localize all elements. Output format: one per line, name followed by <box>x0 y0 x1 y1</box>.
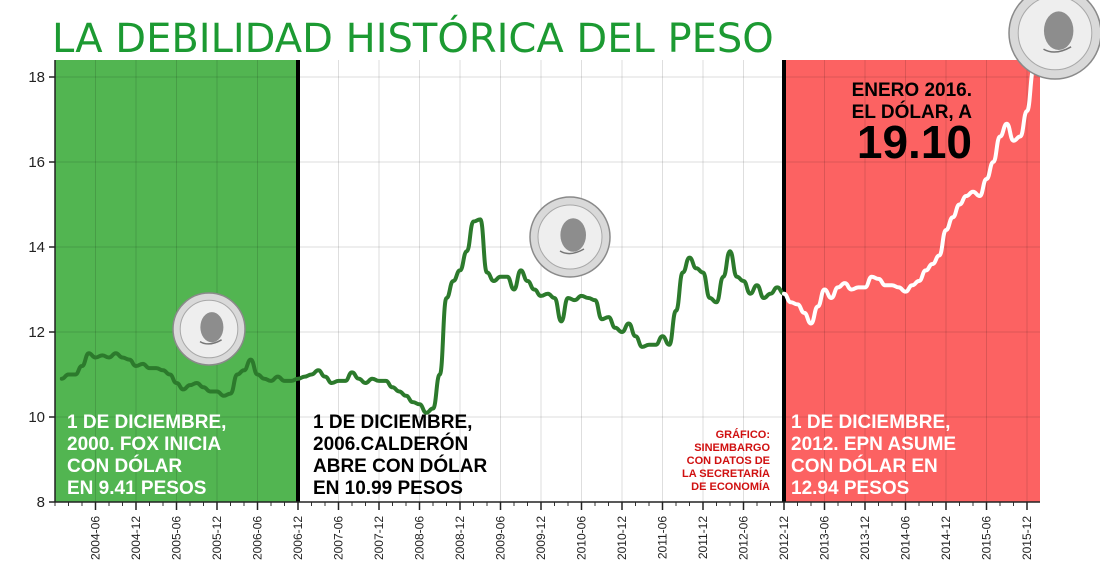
x-tick-label: 2004-12 <box>129 516 143 560</box>
period-band-2 <box>784 60 1040 502</box>
period-bands <box>55 60 1040 502</box>
series-line-1 <box>782 66 1036 326</box>
period-band-0 <box>55 60 298 502</box>
x-tick-label: 2015-06 <box>980 516 994 560</box>
x-tick-label: 2005-12 <box>210 516 224 560</box>
y-tick-label: 16 <box>28 154 45 171</box>
period-label-line: 1 DE DICIEMBRE, <box>313 412 472 433</box>
highlight-line: EL DÓLAR, A <box>852 101 973 123</box>
period-label-line: 1 DE DICIEMBRE, <box>791 412 950 433</box>
x-tick-label: 2006-06 <box>251 516 265 560</box>
period-label-line: ABRE CON DÓLAR <box>313 455 487 477</box>
coin-neck <box>1043 46 1072 53</box>
period-label-line: 12.94 PESOS <box>791 478 909 499</box>
x-axis: 2004-06 2004-12 2005-06 2005-12 2006-06 2006-… <box>55 501 1040 560</box>
coins <box>172 0 1100 366</box>
x-tick-label: 2013-06 <box>818 516 832 560</box>
y-tick-label: 8 <box>37 494 45 511</box>
x-tick-label: 2007-06 <box>332 516 346 560</box>
credit-line: SINEMBARGO <box>694 442 770 454</box>
x-tick-label: 2008-12 <box>453 516 467 560</box>
y-axis: 8 10 12 14 16 18 <box>28 60 56 511</box>
x-tick-label: 2005-06 <box>170 516 184 560</box>
x-tick-label: 2011-12 <box>696 516 710 559</box>
coin-portrait <box>1043 11 1074 51</box>
x-tick-label: 2012-12 <box>777 516 791 560</box>
x-tick-label: 2015-12 <box>1020 516 1034 560</box>
x-tick-label: 2009-06 <box>494 516 508 560</box>
coin-neck <box>199 339 222 345</box>
x-tick-label: 2010-12 <box>615 516 629 560</box>
period-label-line: CON DÓLAR EN <box>791 455 938 477</box>
x-tick-label: 2006-12 <box>291 516 305 560</box>
credit-line: LA SECRETARÍA <box>682 467 770 480</box>
quarter-dollar-coin-icon <box>529 196 611 278</box>
quarter-dollar-coin-icon <box>172 292 246 366</box>
period-dividers <box>296 60 786 502</box>
period-label-line: 1 DE DICIEMBRE, <box>67 412 226 433</box>
period-label-line: 2000. FOX INICIA <box>67 434 221 455</box>
credit-line: DE ECONOMÍA <box>691 480 770 493</box>
credit-line: GRÁFICO: <box>716 428 770 441</box>
period-label-line: 2006.CALDERÓN <box>313 433 468 455</box>
x-tick-label: 2007-12 <box>372 516 386 560</box>
period-label-line: EN 10.99 PESOS <box>313 478 463 499</box>
x-tick-label: 2014-06 <box>899 516 913 560</box>
series-line-0 <box>59 217 786 415</box>
highlight-value: 19.10 <box>857 116 972 168</box>
x-tick-label: 2008-06 <box>413 516 427 560</box>
x-tick-label: 2013-12 <box>858 516 872 560</box>
y-tick-label: 18 <box>28 69 45 86</box>
period-label-line: 2012. EPN ASUME <box>791 434 956 455</box>
coin-neck <box>559 248 585 255</box>
x-tick-label: 2012-06 <box>737 516 751 560</box>
series-lines <box>59 66 1036 415</box>
x-tick-label: 2009-12 <box>534 516 548 560</box>
x-tick-label: 2011-06 <box>656 516 670 559</box>
highlight-callout: ENERO 2016.EL DÓLAR, A19.10 <box>852 80 973 168</box>
coin-portrait <box>200 312 224 343</box>
chart-title: LA DEBILIDAD HISTÓRICA DEL PESO <box>52 14 774 62</box>
x-tick-label: 2010-06 <box>575 516 589 560</box>
period-label-line: CON DÓLAR <box>67 455 182 477</box>
y-tick-label: 14 <box>28 239 45 256</box>
period-band-1 <box>298 60 784 502</box>
x-tick-label: 2004-06 <box>89 516 103 560</box>
coin-portrait <box>560 218 586 252</box>
y-tick-label: 12 <box>28 324 45 341</box>
credit-line: CON DATOS DE <box>687 455 770 467</box>
period-label-line: EN 9.41 PESOS <box>67 478 206 499</box>
quarter-dollar-coin-icon <box>1008 0 1100 80</box>
x-tick-label: 2014-12 <box>939 516 953 560</box>
y-tick-label: 10 <box>28 409 45 426</box>
highlight-line: ENERO 2016. <box>852 80 972 101</box>
